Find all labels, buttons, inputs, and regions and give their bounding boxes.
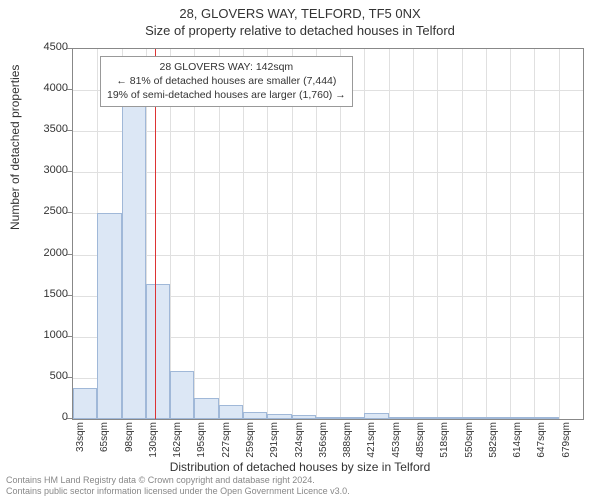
histogram-bar: [73, 388, 97, 419]
x-tick-label: 324sqm: [294, 422, 305, 462]
x-tick-label: 647sqm: [536, 422, 547, 462]
y-tick: [67, 295, 72, 296]
x-tick-label: 550sqm: [464, 422, 475, 462]
x-tick-label: 33sqm: [75, 422, 86, 462]
y-tick: [67, 418, 72, 419]
x-gridline: [413, 49, 414, 419]
histogram-bar: [292, 415, 316, 419]
y-tick-label: 3500: [44, 123, 68, 135]
histogram-bar: [97, 213, 121, 419]
histogram-bar: [534, 417, 558, 419]
x-tick-label: 356sqm: [318, 422, 329, 462]
x-tick-label: 679sqm: [561, 422, 572, 462]
footer-attribution: Contains HM Land Registry data © Crown c…: [6, 475, 350, 497]
y-axis-label: Number of detached properties: [8, 65, 22, 230]
histogram-bar: [510, 417, 534, 419]
x-tick-label: 388sqm: [342, 422, 353, 462]
x-gridline: [389, 49, 390, 419]
x-tick-label: 98sqm: [124, 422, 135, 462]
callout-line1: 28 GLOVERS WAY: 142sqm: [107, 60, 346, 74]
y-tick-label: 500: [50, 370, 68, 382]
x-tick-label: 65sqm: [99, 422, 110, 462]
y-tick: [67, 48, 72, 49]
y-tick-label: 3000: [44, 164, 68, 176]
y-tick-label: 0: [62, 411, 68, 423]
histogram-bar: [243, 412, 267, 419]
callout-line2: ← 81% of detached houses are smaller (7,…: [107, 74, 346, 88]
histogram-bar: [122, 90, 146, 419]
x-tick-label: 582sqm: [488, 422, 499, 462]
x-tick-label: 485sqm: [415, 422, 426, 462]
x-tick-label: 453sqm: [391, 422, 402, 462]
x-tick-label: 421sqm: [366, 422, 377, 462]
x-tick-label: 259sqm: [245, 422, 256, 462]
callout-line3: 19% of semi-detached houses are larger (…: [107, 88, 346, 102]
x-gridline: [559, 49, 560, 419]
chart-title-sub: Size of property relative to detached ho…: [0, 21, 600, 38]
y-tick-label: 2500: [44, 205, 68, 217]
x-tick-label: 227sqm: [221, 422, 232, 462]
y-tick-label: 1000: [44, 329, 68, 341]
histogram-bar: [437, 417, 461, 419]
histogram-bar: [194, 398, 218, 419]
x-tick-label: 614sqm: [512, 422, 523, 462]
x-gridline: [510, 49, 511, 419]
chart-title-main: 28, GLOVERS WAY, TELFORD, TF5 0NX: [0, 0, 600, 21]
histogram-bar: [146, 284, 170, 419]
y-tick: [67, 377, 72, 378]
histogram-bar: [413, 417, 437, 419]
x-tick-label: 291sqm: [269, 422, 280, 462]
histogram-bar: [486, 417, 510, 419]
x-gridline: [437, 49, 438, 419]
x-tick-label: 162sqm: [172, 422, 183, 462]
histogram-bar: [389, 417, 413, 419]
y-tick-label: 4000: [44, 82, 68, 94]
x-tick-label: 518sqm: [439, 422, 450, 462]
y-tick: [67, 254, 72, 255]
y-tick: [67, 336, 72, 337]
y-tick-label: 2000: [44, 247, 68, 259]
histogram-bar: [364, 413, 388, 419]
y-gridline: [73, 213, 583, 214]
y-tick-label: 1500: [44, 288, 68, 300]
histogram-bar: [267, 414, 291, 419]
histogram-bar: [340, 417, 364, 419]
footer-line-2: Contains public sector information licen…: [6, 486, 350, 497]
y-gridline: [73, 131, 583, 132]
y-gridline: [73, 172, 583, 173]
histogram-bar: [316, 417, 340, 419]
y-gridline: [73, 255, 583, 256]
x-tick-label: 195sqm: [196, 422, 207, 462]
histogram-bar: [462, 417, 486, 419]
y-tick: [67, 212, 72, 213]
footer-line-1: Contains HM Land Registry data © Crown c…: [6, 475, 350, 486]
histogram-bar: [219, 405, 243, 419]
callout-box: 28 GLOVERS WAY: 142sqm← 81% of detached …: [100, 56, 353, 107]
x-gridline: [486, 49, 487, 419]
y-tick: [67, 89, 72, 90]
x-axis-label: Distribution of detached houses by size …: [0, 460, 600, 474]
x-gridline: [364, 49, 365, 419]
y-tick: [67, 171, 72, 172]
y-tick-label: 4500: [44, 41, 68, 53]
histogram-bar: [170, 371, 194, 420]
x-tick-label: 130sqm: [148, 422, 159, 462]
x-gridline: [534, 49, 535, 419]
x-gridline: [462, 49, 463, 419]
y-tick: [67, 130, 72, 131]
